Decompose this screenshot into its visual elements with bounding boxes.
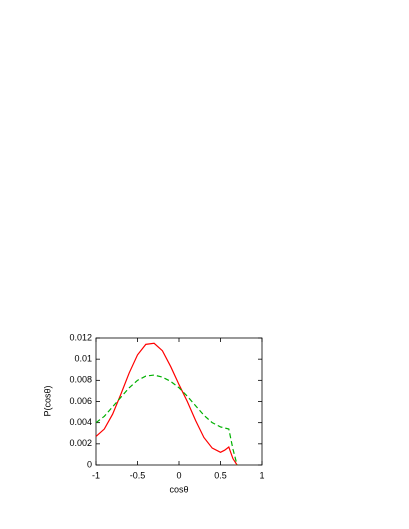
y-tick-label: 0.004 xyxy=(69,417,92,427)
x-tick-label: 0.5 xyxy=(214,470,227,480)
x-tick-label: 0 xyxy=(176,470,181,480)
y-tick-label: 0.01 xyxy=(74,354,92,364)
x-tick-label: -1 xyxy=(92,470,100,480)
y-tick-label: 0.008 xyxy=(69,375,92,385)
series-line xyxy=(95,374,238,466)
x-tick-label: 1 xyxy=(259,470,264,480)
y-tick-label: 0.006 xyxy=(69,396,92,406)
y-axis-label: P(cosθ) xyxy=(42,385,52,416)
x-tick-label: -0.5 xyxy=(130,470,146,480)
series-line xyxy=(95,342,238,466)
y-tick-label: 0 xyxy=(87,459,92,469)
plot-frame xyxy=(95,337,263,466)
y-tick-label: 0.002 xyxy=(69,438,92,448)
y-tick-label: 0.012 xyxy=(69,332,92,342)
x-axis-label: cosθ xyxy=(169,484,188,494)
